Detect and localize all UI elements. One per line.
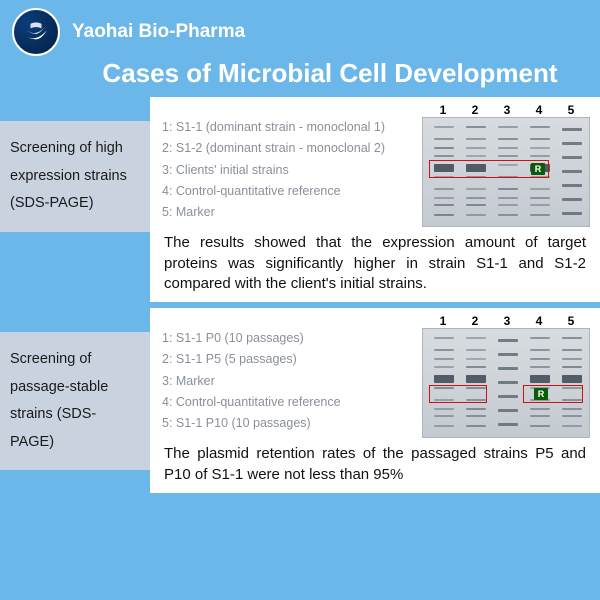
legend-line: 3: Marker [162,371,410,392]
lane-num: 5 [556,314,586,328]
legend-line: 2: S1-1 P5 (5 passages) [162,349,410,370]
section-caption: The plasmid retention rates of the passa… [158,438,592,487]
gel-legend: 1: S1-1 (dominant strain - monoclonal 1)… [158,103,414,227]
page-title: Cases of Microbial Cell Development [60,58,600,89]
legend-line: 5: S1-1 P10 (10 passages) [162,413,410,434]
legend-line: 4: Control-quantitative reference [162,392,410,413]
lane-numbers: 1 2 3 4 5 [422,314,592,328]
gel-image-block: 1 2 3 4 5 R [422,103,592,227]
section-label: Screening of high expression strains (SD… [0,121,150,232]
header: Yaohai Bio-Pharma [0,0,600,56]
lane-num: 3 [492,103,522,117]
sds-page-gel: R [422,328,590,438]
lane-num: 3 [492,314,522,328]
gel-image-block: 1 2 3 4 5 R [422,314,592,438]
lane-num: 4 [524,103,554,117]
section-passage-stable: Screening of passage-stable strains (SDS… [0,308,600,493]
lane-num: 1 [428,314,458,328]
section-content: 1: S1-1 P0 (10 passages) 2: S1-1 P5 (5 p… [150,308,600,493]
company-logo [12,8,60,56]
lane-numbers: 1 2 3 4 5 [422,103,592,117]
lane-num: 5 [556,103,586,117]
lane-num: 2 [460,314,490,328]
sds-page-gel: R [422,117,590,227]
legend-line: 5: Marker [162,202,410,223]
legend-line: 3: Clients' initial strains [162,160,410,181]
legend-line: 2: S1-2 (dominant strain - monoclonal 2) [162,138,410,159]
legend-line: 1: S1-1 (dominant strain - monoclonal 1) [162,117,410,138]
lane-num: 1 [428,103,458,117]
section-caption: The results showed that the expression a… [158,227,592,296]
legend-line: 1: S1-1 P0 (10 passages) [162,328,410,349]
lane-num: 2 [460,103,490,117]
section-content: 1: S1-1 (dominant strain - monoclonal 1)… [150,97,600,302]
gel-legend: 1: S1-1 P0 (10 passages) 2: S1-1 P5 (5 p… [158,314,414,438]
legend-line: 4: Control-quantitative reference [162,181,410,202]
section-label: Screening of passage-stable strains (SDS… [0,332,150,470]
company-name: Yaohai Bio-Pharma [72,21,245,43]
section-high-expression: Screening of high expression strains (SD… [0,97,600,302]
lane-num: 4 [524,314,554,328]
